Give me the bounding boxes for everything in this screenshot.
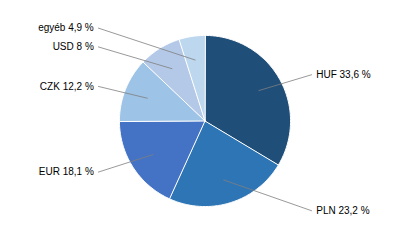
svg-text:PLN 23,2 %: PLN 23,2 % <box>316 205 369 216</box>
svg-text:egyéb 4,9 %: egyéb 4,9 % <box>38 22 94 33</box>
svg-text:USD 8 %: USD 8 % <box>53 41 94 52</box>
svg-text:EUR 18,1 %: EUR 18,1 % <box>39 166 94 177</box>
svg-text:CZK 12,2 %: CZK 12,2 % <box>40 81 94 92</box>
svg-text:HUF 33,6 %: HUF 33,6 % <box>316 69 371 80</box>
